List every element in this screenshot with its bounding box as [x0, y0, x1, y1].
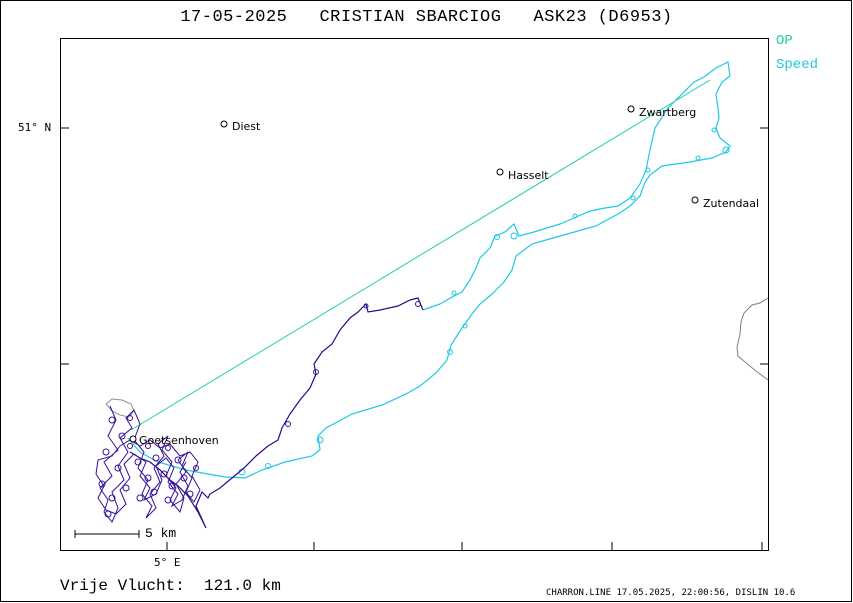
- place-label-goetsenhoven: Goetsenhoven: [139, 434, 219, 447]
- legend-speed: Speed: [776, 57, 819, 73]
- track-indigo: [129, 297, 424, 529]
- track-cyan-loops: [238, 127, 730, 476]
- lat-label: 51° N: [18, 121, 52, 134]
- town-marker-hasselt: [496, 168, 504, 176]
- axis-ticks: [60, 127, 768, 550]
- track-local: [95, 405, 201, 523]
- place-label-diest: Diest: [232, 120, 261, 133]
- scale-bar: [74, 530, 140, 538]
- place-label-zutendaal: Zutendaal: [703, 197, 760, 210]
- page-title: 17-05-2025 CRISTIAN SBARCIOG ASK23 (D695…: [180, 8, 673, 27]
- country-border: [736, 297, 769, 381]
- distance-summary: Vrije Vlucht: 121.0 km: [60, 577, 281, 595]
- map-frame: [60, 38, 769, 551]
- track-cyan: [127, 61, 731, 479]
- town-marker-goetsenhoven: [129, 435, 137, 443]
- place-label-zwartberg: Zwartberg: [639, 106, 697, 119]
- town-marker-diest: [220, 120, 228, 128]
- legend-op: OP: [776, 33, 793, 49]
- scale-label: 5 km: [145, 526, 177, 541]
- town-marker-zwartberg: [627, 105, 635, 113]
- op-line: [130, 79, 711, 431]
- lon-label: 5° E: [154, 556, 181, 569]
- generator-info: CHARRON.LINE 17.05.2025, 22:00:56, DISLI…: [546, 588, 796, 598]
- track-local-loops: [98, 301, 421, 518]
- place-label-hasselt: Hasselt: [508, 169, 549, 182]
- town-marker-zutendaal: [691, 196, 699, 204]
